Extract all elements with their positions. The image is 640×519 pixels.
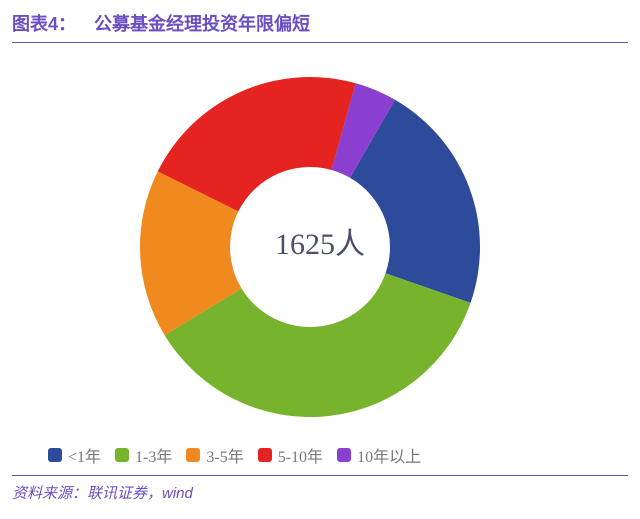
legend-swatch [258, 448, 272, 462]
legend-item: <1年 [48, 443, 101, 467]
chart-title: 图表4： 公募基金经理投资年限偏短 [12, 14, 310, 34]
legend-label: 5-10年 [278, 443, 323, 467]
page: 图表4： 公募基金经理投资年限偏短 1625人 <1年 1-3年 3-5年 5-10年… [0, 0, 640, 519]
legend-swatch [337, 448, 351, 462]
legend-swatch [48, 448, 62, 462]
legend-label: 10年以上 [357, 443, 421, 467]
legend-item: 3-5年 [186, 443, 243, 467]
donut-chart-svg [12, 43, 628, 439]
legend-item: 1-3年 [115, 443, 172, 467]
donut-chart: 1625人 [12, 43, 628, 439]
legend-swatch [186, 448, 200, 462]
chart-title-prefix: 图表4： [12, 14, 76, 34]
legend-item: 5-10年 [258, 443, 323, 467]
legend-label: 1-3年 [135, 443, 172, 467]
chart-source: 资料来源：联讯证券，wind [12, 476, 628, 503]
chart-source-label: 资料来源： [12, 485, 87, 502]
chart-title-text: 公募基金经理投资年限偏短 [94, 14, 310, 34]
legend-item: 10年以上 [337, 443, 421, 467]
chart-legend: <1年 1-3年 3-5年 5-10年 10年以上 [12, 439, 628, 476]
chart-source-text: 联讯证券，wind [87, 485, 193, 502]
legend-label: 3-5年 [206, 443, 243, 467]
chart-title-row: 图表4： 公募基金经理投资年限偏短 [12, 0, 628, 43]
legend-label: <1年 [68, 443, 101, 467]
legend-swatch [115, 448, 129, 462]
